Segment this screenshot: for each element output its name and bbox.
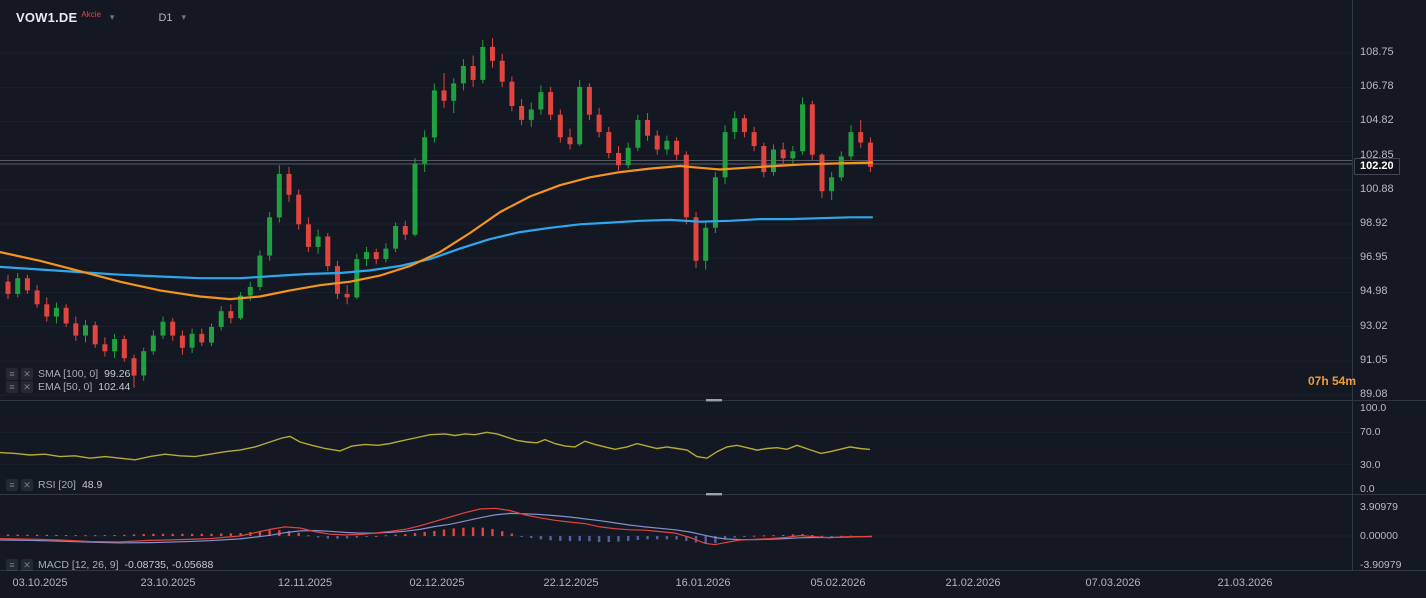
date-tick-label: 21.03.2026: [1217, 577, 1273, 589]
macd-indicator-label[interactable]: MACD [12, 26, 9]: [38, 559, 119, 571]
indicator-row-ema: ≡ ✕ EMA [50, 0] 102.44: [6, 381, 130, 393]
rsi-indicator-value: 48.9: [81, 479, 103, 491]
pane-resize-handle[interactable]: [706, 399, 722, 402]
axis-tick-label: 98.92: [1360, 216, 1388, 229]
candles-layer: [5, 38, 873, 388]
timeframe-selector[interactable]: D1: [158, 11, 173, 24]
timeframe-dropdown-caret-icon[interactable]: ▾: [181, 12, 187, 22]
sma-indicator-value: 99.26: [104, 368, 131, 380]
symbol-dropdown-caret-icon[interactable]: ▾: [109, 12, 115, 22]
axis-tick-label: 0.00000: [1360, 530, 1398, 542]
axis-tick-label: 102.85: [1360, 148, 1394, 161]
indicator-settings-icon[interactable]: ≡: [6, 479, 18, 491]
macd-line: [0, 507, 872, 546]
indicator-settings-icon[interactable]: ≡: [6, 559, 18, 571]
axis-tick-label: 108.75: [1360, 46, 1394, 58]
date-tick-label: 23.10.2025: [140, 577, 196, 589]
indicator-remove-icon[interactable]: ✕: [21, 368, 33, 380]
grid-lines: [0, 52, 1352, 537]
date-tick-label: 12.11.2025: [277, 577, 333, 589]
indicator-settings-icon[interactable]: ≡: [6, 381, 18, 393]
axis-tick-label: 70.0: [1360, 426, 1381, 439]
indicator-remove-icon[interactable]: ✕: [21, 381, 33, 393]
sma-line: [0, 216, 874, 280]
axis-tick-label: 89.08: [1360, 388, 1388, 401]
date-tick-label: 05.02.2026: [810, 577, 866, 589]
sma-indicator-label[interactable]: SMA [100, 0]: [38, 368, 99, 380]
indicator-settings-icon[interactable]: ≡: [6, 368, 18, 380]
axis-tick-label: 94.98: [1360, 285, 1388, 298]
date-tick-label: 21.02.2026: [945, 577, 1001, 589]
axis-tick-label: 30.0: [1360, 458, 1381, 471]
indicator-remove-icon[interactable]: ✕: [21, 479, 33, 491]
pane-resize-handle[interactable]: [706, 493, 722, 496]
price-level-lines: [0, 159, 1352, 165]
axis-tick-label: 100.0: [1360, 402, 1387, 414]
time-axis[interactable]: 03.10.2025 23.10.2025 12.11.2025 02.12.2025…: [0, 570, 1426, 598]
date-tick-label: 03.10.2025: [12, 577, 68, 589]
symbol-name[interactable]: VOW1.DE: [16, 10, 78, 25]
macd-signal-line: [0, 512, 873, 544]
axis-tick-label: 100.88: [1360, 182, 1394, 195]
axis-tick-label: 3.90979: [1360, 501, 1398, 514]
indicator-row-sma: ≡ ✕ SMA [100, 0] 99.26: [6, 368, 130, 380]
axis-tick-label: 0.0: [1360, 483, 1375, 495]
axis-tick-label: 106.78: [1360, 80, 1394, 93]
rsi-line: [0, 431, 871, 461]
axis-tick-label: 91.05: [1360, 353, 1388, 366]
last-price-badge: 102.20: [1354, 158, 1400, 175]
axis-tick-label: 96.95: [1360, 251, 1388, 264]
chart-header: VOW1.DE Akcie ▾ D1 ▾: [16, 10, 186, 25]
axis-tick-label: 93.02: [1360, 319, 1388, 332]
date-tick-label: 16.01.2026: [675, 577, 731, 589]
candle-countdown: 07h 54m: [1307, 374, 1356, 388]
price-axis[interactable]: 108.75 106.78 104.82 102.85 100.88 98.92 96.95…: [1360, 0, 1426, 571]
indicator-row-macd: ≡ ✕ MACD [12, 26, 9] -0.08735, -0.05688: [6, 559, 213, 571]
axis-tick-label: -3.90979: [1360, 558, 1402, 571]
ema-indicator-value: 102.44: [98, 381, 131, 393]
ema-indicator-label[interactable]: EMA [50, 0]: [38, 381, 93, 393]
date-tick-label: 02.12.2025: [409, 577, 465, 589]
ema-line: [0, 161, 874, 301]
pane-separators: [0, 0, 1426, 571]
macd-indicator-value: -0.08735, -0.05688: [124, 559, 214, 571]
date-tick-label: 07.03.2026: [1085, 577, 1141, 589]
rsi-indicator-label[interactable]: RSI [20]: [38, 479, 76, 491]
indicator-row-rsi: ≡ ✕ RSI [20] 48.9: [6, 479, 102, 491]
date-tick-label: 22.12.2025: [543, 577, 599, 589]
symbol-type-badge: Akcie: [81, 10, 101, 19]
axis-tick-label: 104.82: [1360, 114, 1394, 127]
indicator-remove-icon[interactable]: ✕: [21, 559, 33, 571]
